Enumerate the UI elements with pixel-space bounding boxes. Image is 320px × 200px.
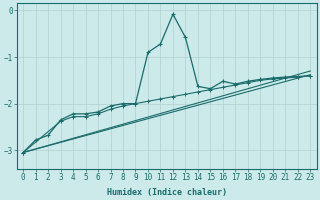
X-axis label: Humidex (Indice chaleur): Humidex (Indice chaleur) [107,188,227,197]
